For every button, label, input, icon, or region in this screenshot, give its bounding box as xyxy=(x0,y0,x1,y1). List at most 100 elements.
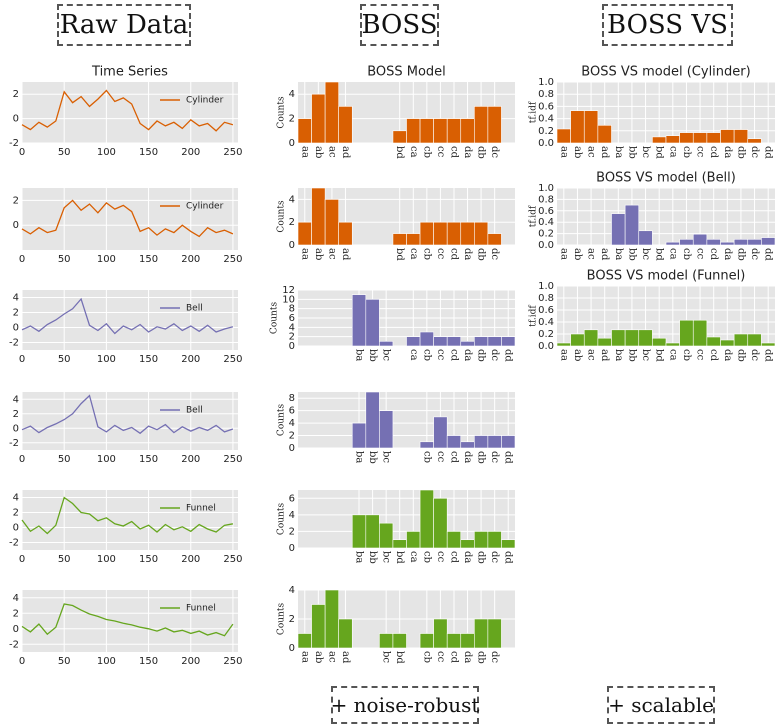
x-tick-label: cc xyxy=(435,146,446,158)
bar xyxy=(761,237,776,246)
x-tick-label: 150 xyxy=(139,254,158,265)
bar xyxy=(487,531,502,549)
y-tick-label: 10 xyxy=(282,294,295,305)
x-tick-label: ab xyxy=(313,651,324,663)
x-tick-label: ba xyxy=(613,349,624,361)
y-tick-label: 4 xyxy=(13,593,19,604)
chart-title: BOSS VS model (Cylinder) xyxy=(581,65,750,80)
x-tick-label: ba xyxy=(354,451,365,463)
y-tick-label: 0 xyxy=(289,643,295,654)
x-tick-label: 0 xyxy=(19,147,25,158)
x-tick-label: ca xyxy=(667,248,678,260)
bar xyxy=(406,531,421,549)
x-tick-label: cd xyxy=(448,651,459,664)
x-tick-label: dc xyxy=(749,248,760,260)
x-tick-label: 250 xyxy=(223,254,242,265)
x-tick-label: ac xyxy=(586,349,597,361)
y-tick-label: 2 xyxy=(13,409,19,420)
bar xyxy=(338,221,353,246)
x-tick-label: bd xyxy=(394,248,405,261)
x-tick-label: aa xyxy=(558,146,569,158)
bar xyxy=(556,342,571,347)
bar xyxy=(460,441,475,449)
x-tick-label: aa xyxy=(558,349,569,361)
x-tick-label: cb xyxy=(421,651,432,663)
x-tick-label: ac xyxy=(326,146,337,158)
bar xyxy=(338,618,353,649)
bar xyxy=(460,633,475,649)
y-tick-label: 1.0 xyxy=(538,183,554,194)
legend-label: Cylinder xyxy=(186,96,224,106)
bar xyxy=(501,336,516,347)
x-tick-label: aa xyxy=(299,248,310,260)
chart-title: BOSS Model xyxy=(367,65,446,80)
footer: + scalable xyxy=(607,686,715,724)
y-tick-label: 4 xyxy=(289,322,295,333)
series-line xyxy=(21,603,234,637)
x-tick-label: bc xyxy=(640,349,651,361)
y-tick-label: 2 xyxy=(13,308,19,319)
y-tick-label: 0.0 xyxy=(538,341,554,352)
legend-label: Bell xyxy=(186,304,203,314)
x-tick-label: da xyxy=(462,146,473,158)
x-tick-label: ca xyxy=(408,551,419,563)
x-tick-label: 200 xyxy=(181,656,200,667)
plot-area xyxy=(22,82,238,143)
x-tick-label: 100 xyxy=(97,254,116,265)
x-tick-label: dc xyxy=(489,146,500,158)
bar xyxy=(460,221,475,246)
bar xyxy=(706,239,721,246)
x-tick-label: 50 xyxy=(58,656,71,667)
y-tick-label: 2 xyxy=(13,608,19,619)
y-tick-label: 4 xyxy=(13,293,19,304)
series-line xyxy=(21,297,234,335)
chart-title: Time Series xyxy=(91,65,168,80)
bar xyxy=(692,233,708,246)
bar xyxy=(487,435,502,449)
x-tick-label: dd xyxy=(503,551,514,564)
series-line xyxy=(21,394,234,435)
x-tick-label: dc xyxy=(489,248,500,260)
x-tick-label: bc xyxy=(640,248,651,260)
y-tick-label: 0 xyxy=(13,323,19,334)
x-tick-label: bd xyxy=(394,146,405,159)
x-tick-label: db xyxy=(476,551,487,564)
x-tick-label: ad xyxy=(340,146,351,159)
x-tick-label: ac xyxy=(326,248,337,260)
bar xyxy=(692,132,708,144)
bar xyxy=(611,213,626,246)
footer: + noise-robust xyxy=(331,686,479,724)
x-tick-label: aa xyxy=(558,248,569,260)
x-tick-label: cb xyxy=(421,349,432,361)
y-tick-label: -2 xyxy=(9,639,19,650)
x-tick-label: da xyxy=(462,349,473,361)
x-tick-label: cd xyxy=(708,349,719,362)
y-tick-label: 6 xyxy=(289,493,295,504)
x-tick-label: cd xyxy=(448,146,459,159)
bar xyxy=(379,522,394,549)
x-tick-label: ab xyxy=(572,146,583,158)
bar xyxy=(297,221,312,246)
x-tick-label: cd xyxy=(448,349,459,362)
x-tick-label: bd xyxy=(654,146,665,159)
x-tick-label: bd xyxy=(654,248,665,261)
y-tick-label: 2 xyxy=(289,332,295,343)
bar xyxy=(665,241,680,246)
bar xyxy=(665,342,680,347)
bar xyxy=(679,319,694,347)
x-tick-label: bd xyxy=(394,551,405,564)
x-tick-label: cb xyxy=(681,248,692,260)
bar xyxy=(597,125,612,144)
x-tick-label: 0 xyxy=(19,354,25,365)
x-tick-label: 150 xyxy=(139,454,158,465)
y-tick-label: 2 xyxy=(289,217,295,228)
y-axis-label: Counts xyxy=(277,603,287,636)
bar xyxy=(556,128,571,144)
x-tick-label: ac xyxy=(586,146,597,158)
x-tick-label: ad xyxy=(599,349,610,362)
y-tick-label: 0.0 xyxy=(538,138,554,149)
x-tick-label: ad xyxy=(340,651,351,664)
x-tick-label: ca xyxy=(408,146,419,158)
bar xyxy=(624,329,640,347)
bar xyxy=(351,294,367,347)
